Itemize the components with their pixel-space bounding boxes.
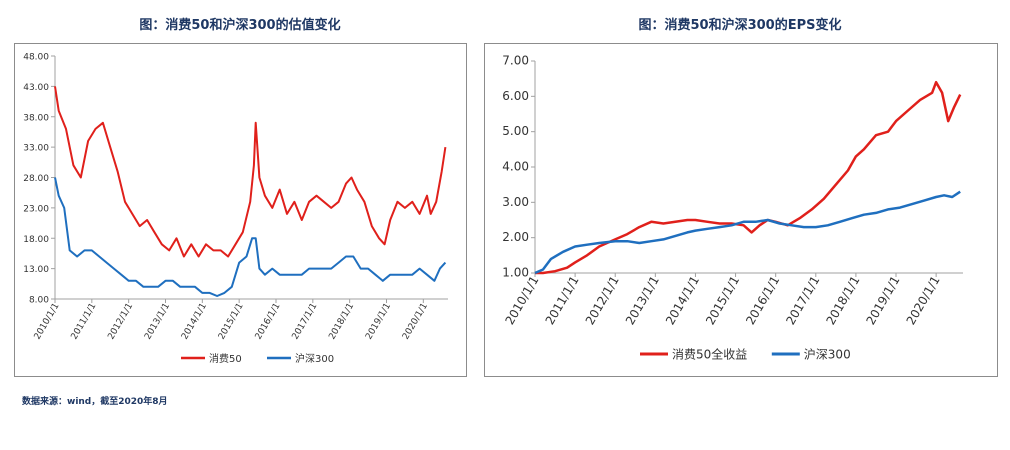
- valuation-x-tick-label: 2014/1/1: [180, 302, 209, 342]
- eps-x-tick-label: 2016/1/1: [743, 274, 782, 328]
- left-chart-title: 图：消费50和沪深300的估值变化: [139, 18, 341, 33]
- eps-y-tick-label: 3.00: [502, 195, 529, 209]
- eps-x-tick-label: 2019/1/1: [864, 274, 903, 328]
- eps-x-tick-label: 2011/1/1: [543, 274, 582, 328]
- valuation-series-line-2: [54, 177, 447, 297]
- source-note: 数据来源：wind，截至2020年8月: [22, 397, 168, 407]
- eps-x-tick-label: 2020/1/1: [904, 274, 943, 328]
- eps-series-line-1: [535, 80, 962, 275]
- eps-x-tick-label: 2017/1/1: [783, 274, 822, 328]
- valuation-y-tick-label: 48.00: [23, 53, 49, 63]
- eps-legend-label-1: 消费50全收益: [672, 347, 747, 362]
- eps-x-tick-label: 2018/1/1: [823, 274, 862, 328]
- valuation-legend-label-1: 消费50: [209, 352, 242, 365]
- valuation-x-tick-label: 2010/1/1: [33, 302, 62, 342]
- eps-x-tick-label: 2015/1/1: [703, 274, 742, 328]
- eps-x-tick-label: 2013/1/1: [623, 274, 662, 328]
- valuation-y-tick-label: 8.00: [29, 296, 49, 306]
- valuation-y-tick-label: 13.00: [23, 265, 49, 275]
- valuation-x-tick-label: 2013/1/1: [143, 302, 172, 342]
- eps-series-line-2: [534, 190, 961, 275]
- eps-chart-panel: 7.00 6.00 5.00 4.00 3.00 2.00 1.00 2010/1/1 2011…: [484, 43, 998, 377]
- valuation-x-tick-label: 2018/1/1: [327, 302, 356, 342]
- eps-y-tick-label: 5.00: [502, 124, 529, 138]
- valuation-x-tick-label: 2019/1/1: [364, 302, 393, 342]
- valuation-series-line-1: [54, 86, 447, 258]
- eps-y-tick-label: 7.00: [502, 54, 529, 68]
- eps-x-tick-label: 2012/1/1: [583, 274, 622, 328]
- valuation-x-tick-label: 2012/1/1: [106, 302, 135, 342]
- valuation-y-tick-label: 33.00: [23, 144, 49, 154]
- valuation-y-tick-label: 38.00: [23, 113, 49, 123]
- eps-y-tick-label: 1.00: [502, 266, 529, 280]
- valuation-x-tick-label: 2017/1/1: [291, 302, 320, 342]
- valuation-x-tick-label: 2016/1/1: [254, 302, 283, 342]
- valuation-y-tick-label: 43.00: [23, 83, 49, 93]
- eps-legend-label-2: 沪深300: [804, 348, 851, 362]
- valuation-y-tick-label: 23.00: [23, 204, 49, 214]
- valuation-y-tick-label: 28.00: [23, 174, 49, 184]
- eps-x-tick-label: 2010/1/1: [503, 274, 542, 328]
- eps-y-tick-label: 6.00: [502, 89, 529, 103]
- valuation-chart: 48.00 43.00 38.00 33.00 28.00 23.00 18.00 13.00…: [23, 53, 448, 365]
- valuation-legend-label-2: 沪深300: [295, 352, 334, 365]
- valuation-x-tick-label: 2015/1/1: [217, 302, 246, 342]
- valuation-x-tick-label: 2020/1/1: [401, 302, 430, 342]
- valuation-y-tick-label: 18.00: [23, 235, 49, 245]
- eps-y-tick-label: 4.00: [502, 160, 529, 174]
- eps-y-tick-label: 2.00: [502, 230, 529, 244]
- right-chart-title: 图：消费50和沪深300的EPS变化: [638, 18, 842, 33]
- valuation-x-tick-label: 2011/1/1: [70, 302, 99, 342]
- eps-x-tick-label: 2014/1/1: [663, 274, 702, 328]
- valuation-chart-panel: 48.00 43.00 38.00 33.00 28.00 23.00 18.00 13.00…: [14, 43, 467, 377]
